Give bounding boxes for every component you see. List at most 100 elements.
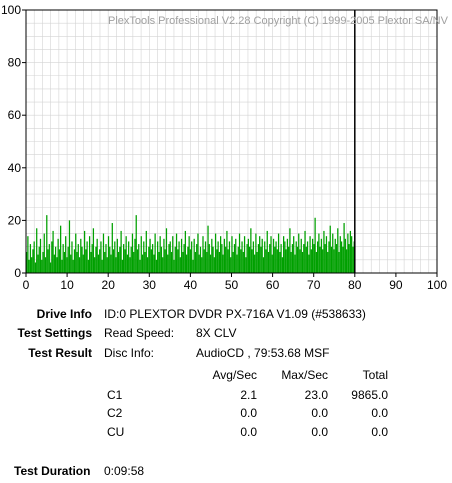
c1-bar — [315, 251, 318, 273]
c1-bar — [206, 251, 208, 273]
c1-bar — [281, 257, 283, 273]
c1-bar — [328, 241, 330, 273]
row-cu-max: 0.0 — [311, 425, 328, 439]
c1-bar — [236, 254, 238, 273]
c1-bar — [162, 257, 164, 273]
c1-bar — [320, 238, 323, 273]
c1-bar — [203, 249, 205, 273]
c1-bar — [58, 249, 61, 273]
c1-bar — [125, 236, 127, 273]
c1-bar — [290, 251, 292, 273]
c1-bar — [295, 241, 297, 273]
c1-bar — [134, 238, 136, 273]
c1-bar — [114, 241, 116, 273]
c1-bar — [119, 246, 121, 273]
c1-bar — [202, 236, 204, 273]
disc-info-value: AudioCD , 79:53.68 MSF — [196, 346, 330, 360]
c1-bar — [106, 257, 108, 273]
c1-bar — [207, 225, 209, 273]
x-tick-label: 10 — [60, 278, 74, 292]
y-axis-ticks: 0 20 40 60 80 100 — [1, 3, 26, 280]
c1-bar — [33, 241, 35, 273]
c1-bar — [100, 241, 102, 273]
c1-bar — [57, 238, 59, 273]
c1-bar — [44, 257, 47, 273]
c1-bar — [222, 254, 224, 273]
x-tick-label: 20 — [102, 278, 116, 292]
c1-bar — [318, 233, 320, 273]
c1-bar — [198, 254, 200, 273]
c1-bar — [39, 238, 42, 273]
c1-bar — [213, 257, 215, 273]
c1-bar — [220, 236, 222, 273]
c1-bar — [144, 251, 146, 273]
c1-bar — [109, 246, 111, 273]
c1-bar — [285, 249, 287, 273]
c1-bar — [248, 246, 251, 273]
x-tick-label: 70 — [307, 278, 321, 292]
c1-bar — [301, 251, 304, 273]
row-cu-total: 0.0 — [371, 425, 388, 439]
c1-bar — [197, 233, 199, 273]
c1-bar — [182, 251, 184, 273]
c1-bar — [34, 262, 37, 273]
c1-bar — [96, 238, 98, 273]
c1-bar — [233, 244, 236, 273]
c1-bar — [174, 246, 176, 273]
c1-bar — [117, 251, 120, 273]
c1-bar — [209, 254, 212, 273]
c1-bar — [339, 236, 341, 273]
c1-bar — [90, 251, 92, 273]
c1-bar — [95, 246, 97, 273]
c1-bar — [85, 249, 87, 273]
c1-bar — [193, 238, 195, 273]
c1-bar — [123, 244, 125, 273]
chart-title: PlexTools Professional V2.28 Copyright (… — [108, 15, 449, 27]
c1-bar — [204, 241, 207, 273]
c1-bar — [187, 246, 189, 273]
c1-bar — [352, 246, 354, 273]
c1-bar — [272, 238, 275, 273]
row-c2-max: 0.0 — [311, 406, 328, 420]
y-tick-label: 20 — [8, 213, 22, 227]
c1-bar — [308, 254, 310, 273]
c1-bar — [334, 238, 336, 273]
c1-bar — [246, 244, 248, 273]
x-tick-label: 80 — [348, 278, 362, 292]
c1-bar — [104, 251, 106, 273]
c1-bar — [299, 249, 301, 273]
x-tick-label: 40 — [184, 278, 198, 292]
c1-bar — [333, 249, 335, 273]
c1-bar — [164, 249, 166, 273]
c1-bar — [282, 236, 285, 273]
c1-bar — [36, 228, 38, 273]
c1-bar — [252, 241, 255, 273]
c1-bar — [68, 220, 71, 273]
read-speed-value: 8X CLV — [196, 326, 237, 340]
c1-bar — [261, 238, 263, 273]
c1-bar — [266, 230, 268, 273]
x-axis-ticks: 0 10 20 30 40 50 60 70 80 90 100 — [23, 273, 447, 292]
c1-bar — [327, 251, 329, 273]
c1-bar — [37, 254, 39, 273]
c1-bar — [221, 244, 223, 273]
c1-bar — [279, 251, 281, 273]
c1-bar — [270, 236, 272, 273]
c1-bar — [77, 244, 79, 273]
c1-bar — [150, 249, 152, 273]
c1-bar — [129, 257, 131, 273]
c1-bar — [94, 257, 96, 273]
c1-bar — [48, 244, 50, 273]
c1-bar — [163, 238, 165, 273]
c1-bar — [72, 259, 74, 273]
row-cu-avg: 0.0 — [240, 425, 257, 439]
c1-bar — [269, 244, 271, 273]
c1-bar — [146, 257, 149, 273]
c1-bar — [191, 241, 193, 273]
c1-bar — [145, 230, 147, 273]
c1-bar — [242, 251, 244, 273]
c1-bar — [51, 241, 53, 273]
c1-bar — [178, 241, 180, 273]
c1-bar — [262, 257, 265, 273]
